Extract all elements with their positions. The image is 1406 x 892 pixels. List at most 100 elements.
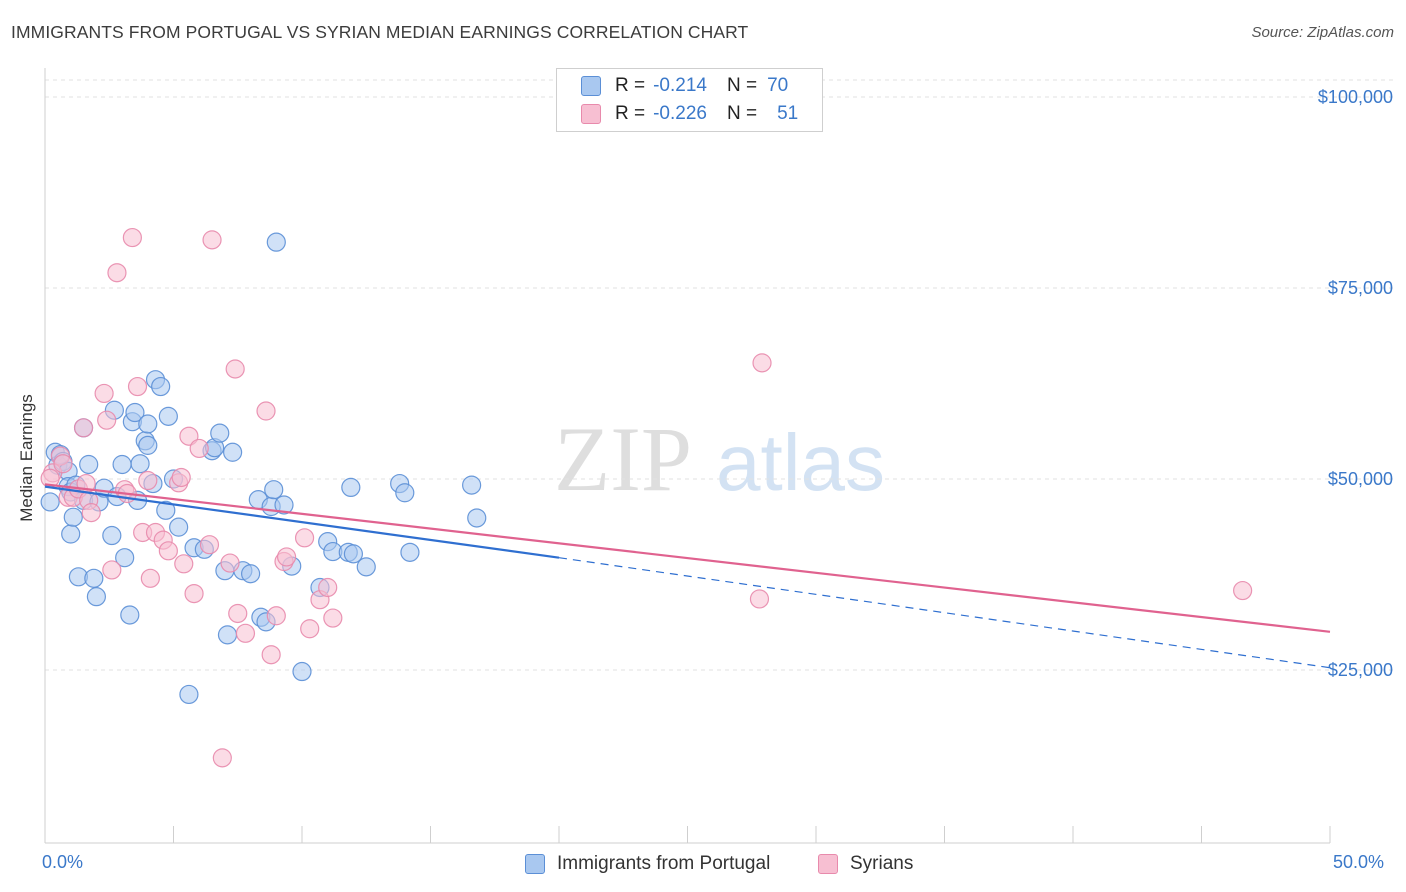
syrian-point: [235, 623, 256, 643]
correlation-legend: R = -0.214 N = 70 R = -0.226 N = 51: [556, 68, 823, 132]
portugal-point: [156, 500, 176, 520]
syrian-point: [300, 619, 320, 639]
portugal-point: [120, 605, 140, 625]
chart-source: Source: ZipAtlas.com: [1251, 24, 1394, 41]
bottom-legend-portugal: Immigrants from Portugal: [525, 852, 770, 876]
portugal-point: [223, 442, 243, 462]
syrian-point: [53, 454, 73, 474]
watermark: ZIP atlas: [554, 408, 885, 510]
syrian-point: [138, 470, 158, 491]
syrian-point: [749, 589, 770, 609]
x-tick-label-max: 50.0%: [1333, 852, 1385, 872]
syrian-point: [174, 554, 194, 574]
portugal-point: [292, 661, 312, 682]
portugal-swatch: [525, 854, 545, 874]
syrian-point: [276, 547, 297, 567]
syrian-point: [73, 418, 94, 438]
legend-row-portugal: R = -0.214 N = 70: [581, 73, 788, 99]
legend-r-label: R =: [615, 75, 646, 96]
syrian-point: [199, 535, 220, 555]
watermark-zip: ZIP: [554, 408, 692, 510]
chart-title: IMMIGRANTS FROM PORTUGAL VS SYRIAN MEDIA…: [11, 22, 749, 42]
portugal-point: [112, 454, 132, 475]
trend-lines: [44, 483, 1331, 669]
syrian-point: [179, 426, 199, 446]
y-tick-label: $75,000: [1328, 278, 1393, 298]
portugal-point: [84, 568, 104, 588]
portugal-point: [341, 477, 361, 498]
portugal-point: [169, 517, 189, 537]
portugal-point: [61, 524, 81, 544]
portugal-trend-line: [44, 485, 560, 559]
portugal-point: [264, 480, 284, 500]
syrian-point: [294, 528, 315, 548]
syrian-point: [228, 603, 248, 624]
bottom-legend-syrian: Syrians: [818, 852, 913, 876]
syrian-point: [81, 503, 101, 523]
portugal-point: [467, 508, 487, 528]
syrian-point: [102, 560, 122, 580]
portugal-swatch: [581, 76, 601, 96]
portugal-point: [79, 454, 99, 475]
portugal-point: [179, 684, 199, 705]
legend-n-label: N =: [726, 75, 758, 96]
y-tick-label: $100,000: [1318, 87, 1393, 107]
portugal-point: [274, 495, 294, 515]
syrian-point: [318, 577, 338, 598]
syrian-point: [140, 568, 160, 588]
syrian-point: [94, 383, 114, 404]
syrian-point: [323, 608, 343, 628]
syrian-point: [171, 467, 191, 488]
portugal-point: [343, 544, 363, 564]
legend-row-syrian: R = -0.226 N = 51: [581, 101, 798, 127]
syrian-swatch: [581, 104, 601, 124]
legend-r-value: -0.226: [653, 103, 707, 124]
portugal-point: [395, 483, 415, 503]
legend-r-label: R =: [615, 103, 646, 124]
syrian-points: [40, 227, 1253, 768]
syrian-point: [127, 376, 148, 397]
portugal-point: [102, 525, 122, 546]
syrian-point: [158, 541, 178, 561]
syrian-point: [261, 645, 281, 665]
syrian-point: [97, 410, 117, 430]
portugal-point: [86, 587, 107, 607]
syrian-swatch: [818, 854, 838, 874]
portugal-point: [40, 492, 60, 512]
portugal-point: [241, 564, 261, 584]
portugal-point: [130, 454, 150, 474]
portugal-point: [356, 557, 376, 577]
syrian-point: [220, 553, 240, 573]
syrian-point: [266, 606, 286, 626]
x-tick-label-min: 0.0%: [42, 852, 84, 872]
legend-n-value: 51: [777, 103, 799, 124]
portugal-points: [40, 232, 487, 705]
y-tick-label: $50,000: [1328, 469, 1393, 489]
portugal-point: [400, 542, 420, 562]
portugal-point: [158, 406, 178, 426]
axes: [44, 68, 1331, 844]
legend-r-value: -0.214: [653, 75, 707, 96]
series-name: Immigrants from Portugal: [557, 853, 771, 874]
portugal-point: [63, 507, 83, 527]
y-tick-labels: $25,000 $50,000 $75,000 $100,000: [1318, 87, 1393, 680]
portugal-point: [125, 402, 145, 423]
syrian-point: [1233, 580, 1253, 601]
portugal-point: [151, 376, 171, 397]
portugal-point: [462, 475, 482, 495]
syrian-point: [107, 263, 127, 283]
portugal-point: [217, 625, 238, 645]
watermark-atlas: atlas: [716, 418, 885, 507]
portugal-point: [266, 232, 286, 252]
portugal-trend-extension: [558, 557, 1331, 669]
syrian-point: [122, 227, 142, 248]
portugal-point: [138, 435, 158, 455]
series-name: Syrians: [850, 853, 914, 874]
y-tick-label: $25,000: [1328, 660, 1393, 680]
portugal-point: [115, 548, 135, 568]
syrian-trend-line: [44, 483, 1331, 633]
portugal-point: [210, 423, 230, 443]
syrian-point: [212, 748, 232, 768]
syrian-point: [184, 583, 204, 604]
